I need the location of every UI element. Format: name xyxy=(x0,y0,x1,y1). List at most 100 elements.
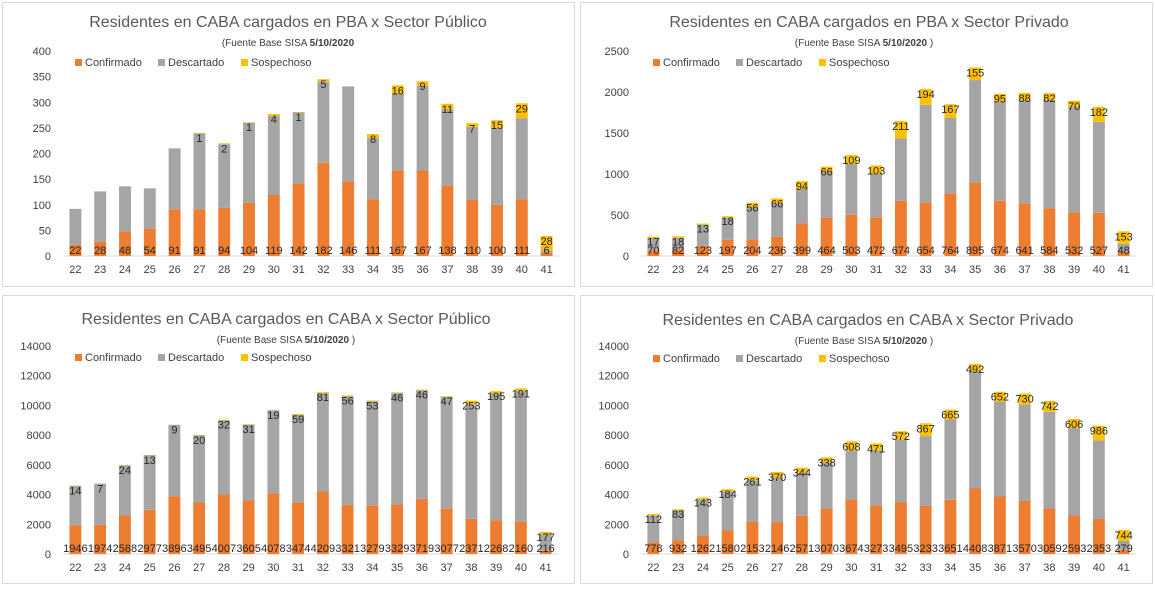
bar-descartado xyxy=(342,86,355,182)
y-tick-label: 300 xyxy=(33,97,51,109)
bar-sospechoso xyxy=(316,392,329,394)
data-label-confirmado: 4078 xyxy=(261,543,285,555)
bar-confirmado xyxy=(491,204,503,256)
x-tick-label: 35 xyxy=(969,562,981,574)
data-label-confirmado: 641 xyxy=(1015,245,1033,257)
bar-descartado xyxy=(993,401,1006,497)
data-label-sospechoso: 88 xyxy=(1019,93,1031,105)
legend-swatch xyxy=(241,59,248,66)
data-label-confirmado: 674 xyxy=(892,245,910,257)
chart-panel-pba-publico: Residentes en CABA cargados en PBA x Sec… xyxy=(2,2,575,287)
bar-descartado xyxy=(267,116,280,196)
bar-confirmado xyxy=(870,505,883,554)
bar-confirmado xyxy=(820,508,833,554)
bar-confirmado xyxy=(944,193,957,256)
x-tick-label: 35 xyxy=(391,562,403,574)
data-label-sospechoso: 66 xyxy=(821,167,833,179)
data-label-confirmado: 3329 xyxy=(385,543,409,555)
bar-confirmado xyxy=(217,494,230,554)
bar-descartado xyxy=(672,510,685,541)
bar-descartado xyxy=(539,534,552,551)
bar-sospechoso xyxy=(1043,93,1056,100)
y-tick-label: 50 xyxy=(39,225,51,237)
y-tick-label: 2500 xyxy=(605,46,629,58)
bar-confirmado xyxy=(143,509,156,554)
bar-confirmado xyxy=(94,241,107,256)
bar-descartado xyxy=(242,424,255,501)
data-label-sospechoso: 867 xyxy=(916,423,934,435)
data-label-confirmado: 472 xyxy=(867,245,885,257)
x-tick-label: 28 xyxy=(218,562,230,574)
x-tick-label: 36 xyxy=(994,562,1006,574)
y-tick-label: 14000 xyxy=(598,341,629,353)
data-label-sospechoso: 9 xyxy=(171,425,177,437)
bar-confirmado xyxy=(366,505,379,554)
bar-sospechoso xyxy=(292,111,305,113)
bar-confirmado xyxy=(746,239,759,256)
bar-confirmado xyxy=(341,504,354,554)
y-tick-label: 10000 xyxy=(20,400,51,412)
bar-confirmado xyxy=(845,499,858,554)
bar-confirmado xyxy=(969,488,982,554)
bar-confirmado xyxy=(919,505,932,554)
chart-svg: Residentes en CABA cargados en CABA x Se… xyxy=(598,312,1136,574)
y-tick-label: 6000 xyxy=(27,460,51,472)
data-label-confirmado: 2153 xyxy=(740,543,764,555)
x-tick-label: 25 xyxy=(722,264,734,276)
data-label-confirmado: 4408 xyxy=(963,543,987,555)
legend-swatch xyxy=(158,354,165,361)
x-tick-label: 32 xyxy=(895,562,907,574)
x-tick-label: 36 xyxy=(416,562,428,574)
data-label-sospechoso: 261 xyxy=(743,477,761,489)
data-label-confirmado: 654 xyxy=(916,245,934,257)
bar-descartado xyxy=(894,138,907,201)
bar-sospechoso xyxy=(416,81,429,86)
x-tick-label: 22 xyxy=(69,264,81,276)
bar-confirmado xyxy=(672,249,685,256)
data-label-sospechoso: 17 xyxy=(647,237,659,249)
data-label-confirmado: 146 xyxy=(339,245,357,257)
data-label-confirmado: 1580 xyxy=(715,543,739,555)
bar-sospechoso xyxy=(771,198,784,204)
data-label-sospechoso: 652 xyxy=(991,392,1009,404)
y-tick-label: 1500 xyxy=(605,128,629,140)
bar-descartado xyxy=(94,191,107,242)
data-label-sospechoso: 155 xyxy=(966,67,984,79)
data-label-confirmado: 119 xyxy=(265,245,283,257)
bar-sospechoso xyxy=(515,103,528,119)
data-label-confirmado: 91 xyxy=(193,245,205,257)
data-label-sospechoso: 1 xyxy=(296,112,302,124)
data-label-sospechoso: 15 xyxy=(491,120,503,132)
data-label-sospechoso: 344 xyxy=(793,468,811,480)
data-label-confirmado: 895 xyxy=(966,245,984,257)
bar-confirmado xyxy=(1117,549,1130,554)
data-label-confirmado: 3077 xyxy=(434,543,458,555)
data-label-sospechoso: 143 xyxy=(694,497,712,509)
bar-descartado xyxy=(316,393,329,492)
bar-sospechoso xyxy=(696,497,709,500)
chart-source: (Fuente Base SISA 5/10/2020 xyxy=(222,38,355,49)
bar-confirmado xyxy=(894,200,907,256)
data-label-sospechoso: 665 xyxy=(941,410,959,422)
bar-descartado xyxy=(143,188,156,229)
bar-sospechoso xyxy=(367,134,379,139)
bar-descartado xyxy=(465,404,478,519)
data-label-confirmado: 91 xyxy=(168,245,180,257)
x-tick-label: 23 xyxy=(94,562,106,574)
bar-descartado xyxy=(94,483,107,525)
bar-confirmado xyxy=(696,245,709,256)
legend-swatch xyxy=(819,355,826,362)
bar-descartado xyxy=(416,85,429,171)
data-label-confirmado: 110 xyxy=(463,245,481,257)
legend-label: Descartado xyxy=(168,57,224,69)
bar-descartado xyxy=(1018,100,1031,204)
bar-descartado xyxy=(168,148,181,210)
chart-source: (Fuente Base SISA 5/10/2020 ) xyxy=(217,335,355,346)
bar-sospechoso xyxy=(795,467,808,473)
bar-descartado xyxy=(193,435,206,503)
bar-confirmado xyxy=(490,520,503,554)
x-tick-label: 26 xyxy=(746,562,758,574)
bar-descartado xyxy=(721,217,734,240)
bar-sospechoso xyxy=(466,123,479,127)
data-label-confirmado: 3495 xyxy=(889,543,913,555)
